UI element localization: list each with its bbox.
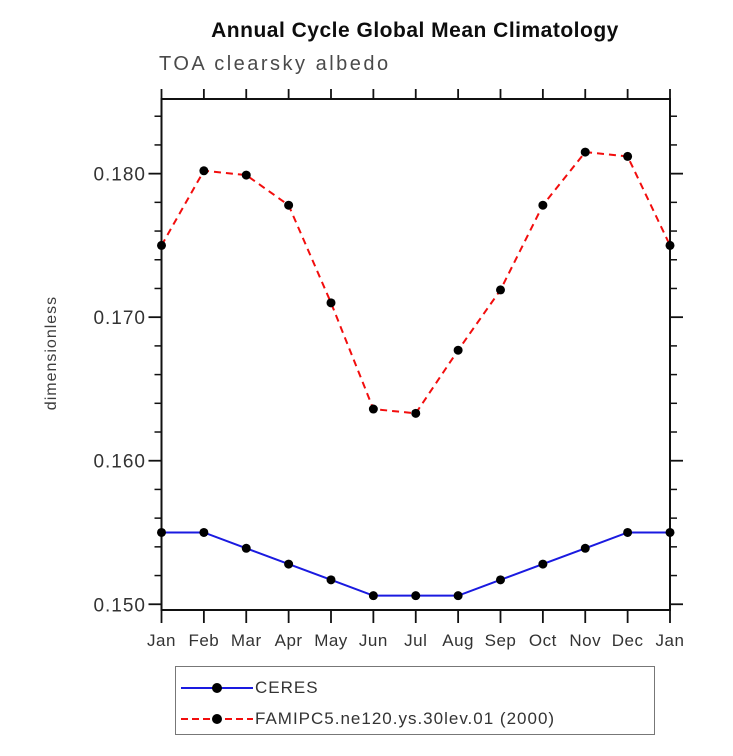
famipc5-line-sample bbox=[181, 713, 253, 724]
ceres-data-point-marker bbox=[623, 527, 633, 537]
ceres-line bbox=[161, 531, 670, 597]
y-tick-label: 0.170 bbox=[93, 308, 146, 329]
plot-area: 0.150 0.160 0.170 0.180 Jan Feb Mar Apr May Jun Ju… bbox=[93, 89, 685, 650]
ceres-data-point-marker bbox=[157, 527, 166, 537]
ceres-data-point-marker bbox=[538, 559, 548, 569]
x-tick-label: Jun bbox=[359, 631, 388, 650]
y-tick-label: 0.180 bbox=[93, 165, 146, 186]
famipc5-ne120-ys-30lev-01-2000-data-point-marker bbox=[580, 147, 590, 157]
famipc5-ne120-ys-30lev-01-2000-data-point-marker bbox=[453, 345, 463, 355]
famipc5-ne120-ys-30lev-01-2000-data-point-marker bbox=[623, 151, 633, 161]
y-tick-label: 0.150 bbox=[93, 595, 146, 616]
ceres-data-point-marker bbox=[284, 559, 294, 569]
ceres-data-point-marker bbox=[411, 591, 421, 601]
x-tick-label: Aug bbox=[442, 631, 474, 650]
x-tick-label: Nov bbox=[569, 631, 601, 650]
x-tick-label: Sep bbox=[485, 631, 517, 650]
famipc5-ne120-ys-30lev-01-2000-data-point-marker bbox=[157, 240, 166, 250]
ceres-data-point-marker bbox=[665, 527, 675, 537]
famipc5-ne120-ys-30lev-01-2000-data-point-marker bbox=[199, 166, 209, 176]
x-tick-label: Feb bbox=[188, 631, 219, 650]
y-tick-label: 0.160 bbox=[93, 452, 146, 473]
chart-title: Annual Cycle Global Mean Climatology bbox=[211, 19, 619, 42]
famipc5-ne120-ys-30lev-01-2000-data-point-marker bbox=[326, 298, 336, 308]
ceres-data-point-marker bbox=[580, 543, 590, 553]
x-tick-label: May bbox=[314, 631, 348, 650]
ceres-data-point-marker bbox=[453, 591, 463, 601]
famipc5-ne120-ys-30lev-01-2000-line bbox=[160, 151, 671, 415]
legend-entry-famipc5: FAMIPC5.ne120.ys.30lev.01 (2000) bbox=[179, 703, 654, 734]
ceres-data-point-marker bbox=[496, 575, 505, 585]
ceres-data-point-marker bbox=[199, 527, 209, 537]
ceres-data-point-marker bbox=[241, 543, 251, 553]
x-tick-label: Jan bbox=[147, 631, 176, 650]
x-tick-label: Apr bbox=[275, 631, 303, 650]
legend-marker-dot bbox=[212, 713, 222, 724]
legend-marker-dot bbox=[212, 682, 222, 693]
ceres-data-point-marker bbox=[368, 591, 378, 601]
ceres-data-point-marker bbox=[326, 575, 336, 585]
ceres-line-sample bbox=[181, 682, 253, 693]
legend-entry-ceres: CERES bbox=[179, 672, 654, 703]
famipc5-ne120-ys-30lev-01-2000-data-point-marker bbox=[538, 200, 548, 210]
famipc5-ne120-ys-30lev-01-2000-data-point-marker bbox=[284, 200, 294, 210]
x-tick-label: Dec bbox=[612, 631, 644, 650]
plot-frame bbox=[160, 98, 671, 611]
famipc5-ne120-ys-30lev-01-2000-data-point-marker bbox=[411, 408, 421, 418]
legend-label-ceres: CERES bbox=[255, 677, 319, 697]
famipc5-ne120-ys-30lev-01-2000-data-point-marker bbox=[368, 404, 378, 414]
chart-subtitle: TOA clearsky albedo bbox=[159, 53, 391, 75]
x-tick-label: Jul bbox=[404, 631, 427, 650]
x-tick-label: Jan bbox=[656, 631, 685, 650]
x-tick-label: Mar bbox=[231, 631, 262, 650]
x-tick-label: Oct bbox=[529, 631, 557, 650]
legend-label-famipc5: FAMIPC5.ne120.ys.30lev.01 (2000) bbox=[255, 708, 556, 728]
famipc5-ne120-ys-30lev-01-2000-data-point-marker bbox=[241, 170, 251, 180]
legend-box: CERES FAMIPC5.ne120.ys.30lev.01 (2000) bbox=[175, 666, 655, 735]
famipc5-ne120-ys-30lev-01-2000-data-point-marker bbox=[496, 285, 505, 295]
famipc5-ne120-ys-30lev-01-2000-data-point-marker bbox=[665, 240, 675, 250]
